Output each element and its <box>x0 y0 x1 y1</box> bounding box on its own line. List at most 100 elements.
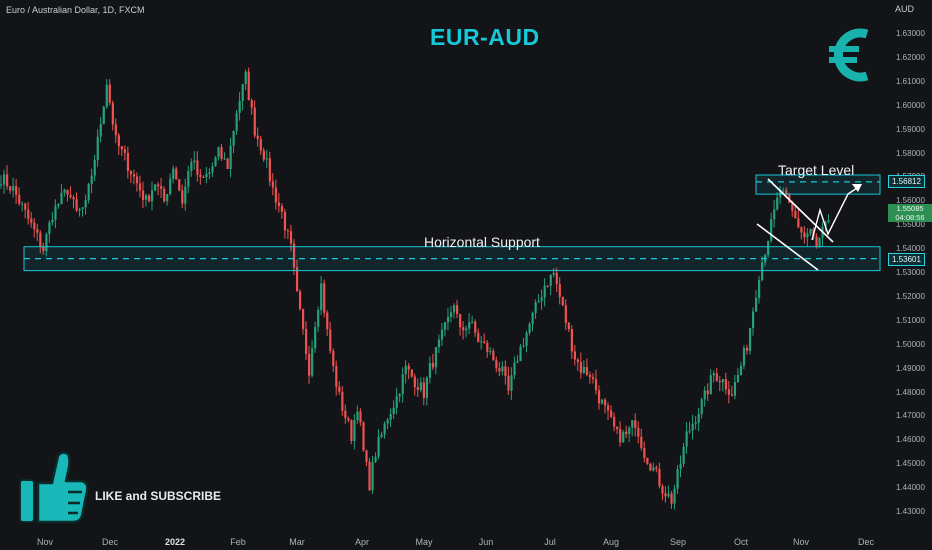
candle-body <box>516 360 519 363</box>
candle-body <box>679 463 682 470</box>
candle-body <box>419 382 422 391</box>
candle-body <box>585 366 589 375</box>
candle-body <box>691 423 694 431</box>
candle-body <box>498 368 501 372</box>
candle-body <box>368 461 371 491</box>
candle-body <box>486 342 489 352</box>
candle-body <box>392 407 395 415</box>
candle-body <box>241 83 244 101</box>
candle-body <box>259 138 262 151</box>
candle-body <box>160 186 163 189</box>
candle-body <box>389 414 392 420</box>
x-tick-label: Oct <box>733 537 749 547</box>
candle-body <box>238 100 241 113</box>
candle-body <box>736 374 740 383</box>
candle-body <box>157 184 160 187</box>
candle-body <box>295 267 299 292</box>
candle-body <box>489 351 492 353</box>
candle-body <box>24 203 27 210</box>
candle-body <box>437 339 441 348</box>
candle-body <box>256 135 259 139</box>
candle-body <box>604 399 607 406</box>
candle-body <box>144 195 148 200</box>
candle-body <box>274 187 278 203</box>
candle-body <box>449 312 453 318</box>
candle-body <box>694 422 697 424</box>
target-level-label: Target Level <box>778 162 855 178</box>
candle-body <box>576 359 580 363</box>
x-tick-label: Nov <box>792 537 810 547</box>
candle-body <box>187 170 190 187</box>
candle-body <box>649 463 652 471</box>
candle-body <box>440 329 444 340</box>
candle-body <box>664 493 667 497</box>
candle-body <box>60 192 63 205</box>
x-tick-label: 2022 <box>164 537 186 547</box>
candle-body <box>676 469 679 489</box>
chart-title: EUR-AUD <box>430 24 540 50</box>
candle-body <box>443 322 447 330</box>
candle-body <box>265 158 268 160</box>
channel-lower-line <box>756 223 819 271</box>
candle-body <box>483 341 486 343</box>
candle-body <box>625 431 628 435</box>
candle-body <box>558 284 561 297</box>
y-tick-label: 1.52000 <box>896 291 925 301</box>
candle-body <box>377 437 380 457</box>
candle-body <box>305 329 308 354</box>
candle-body <box>751 311 755 329</box>
y-tick-label: 1.63000 <box>896 29 925 38</box>
candle-body <box>492 351 495 361</box>
candle-body <box>616 426 619 429</box>
candle-body <box>637 427 640 437</box>
candle-body <box>827 220 830 223</box>
y-tick-label: 1.51000 <box>896 315 925 325</box>
candle-body <box>63 189 66 193</box>
candle-body <box>48 222 51 235</box>
candle-body <box>154 184 157 191</box>
candle-body <box>126 152 130 171</box>
candle-body <box>573 351 576 360</box>
candle-body <box>824 222 827 227</box>
candle-body <box>280 205 284 212</box>
y-tick-label: 1.54000 <box>896 244 925 254</box>
candle-body <box>196 160 199 175</box>
candle-body <box>718 381 721 383</box>
candle-body <box>226 158 229 170</box>
candle-body <box>513 362 516 376</box>
candle-body <box>181 190 184 204</box>
y-tick-label: 1.49000 <box>896 363 925 373</box>
candle-body <box>730 394 734 396</box>
candle-body <box>129 170 133 175</box>
y-tick-label: 1.44000 <box>896 483 925 493</box>
candle-body <box>9 186 12 191</box>
projection-path <box>811 185 861 241</box>
candle-body <box>634 420 637 428</box>
candle-body <box>193 160 196 163</box>
candle-body <box>302 308 305 330</box>
candle-body <box>57 204 60 206</box>
candle-body <box>75 199 78 211</box>
candle-body <box>761 262 764 281</box>
candle-body <box>507 375 510 391</box>
candle-body <box>283 211 287 231</box>
candle-body <box>163 188 166 202</box>
candle-body <box>39 232 42 247</box>
candle-body <box>220 147 223 159</box>
candle-body <box>655 467 658 469</box>
candle-body <box>794 210 797 219</box>
candle-body <box>268 158 271 182</box>
x-tick-label: Dec <box>101 537 119 547</box>
candle-body <box>365 450 368 462</box>
candle-body <box>697 413 700 423</box>
candle-body <box>646 457 649 464</box>
y-tick-label: 1.61000 <box>896 76 925 86</box>
candle-body <box>232 130 235 146</box>
candle-body <box>528 323 531 333</box>
candle-body <box>326 312 329 330</box>
candle-body <box>531 312 534 324</box>
candle-body <box>114 124 117 136</box>
candle-body <box>214 157 217 167</box>
candle-body <box>317 310 320 327</box>
